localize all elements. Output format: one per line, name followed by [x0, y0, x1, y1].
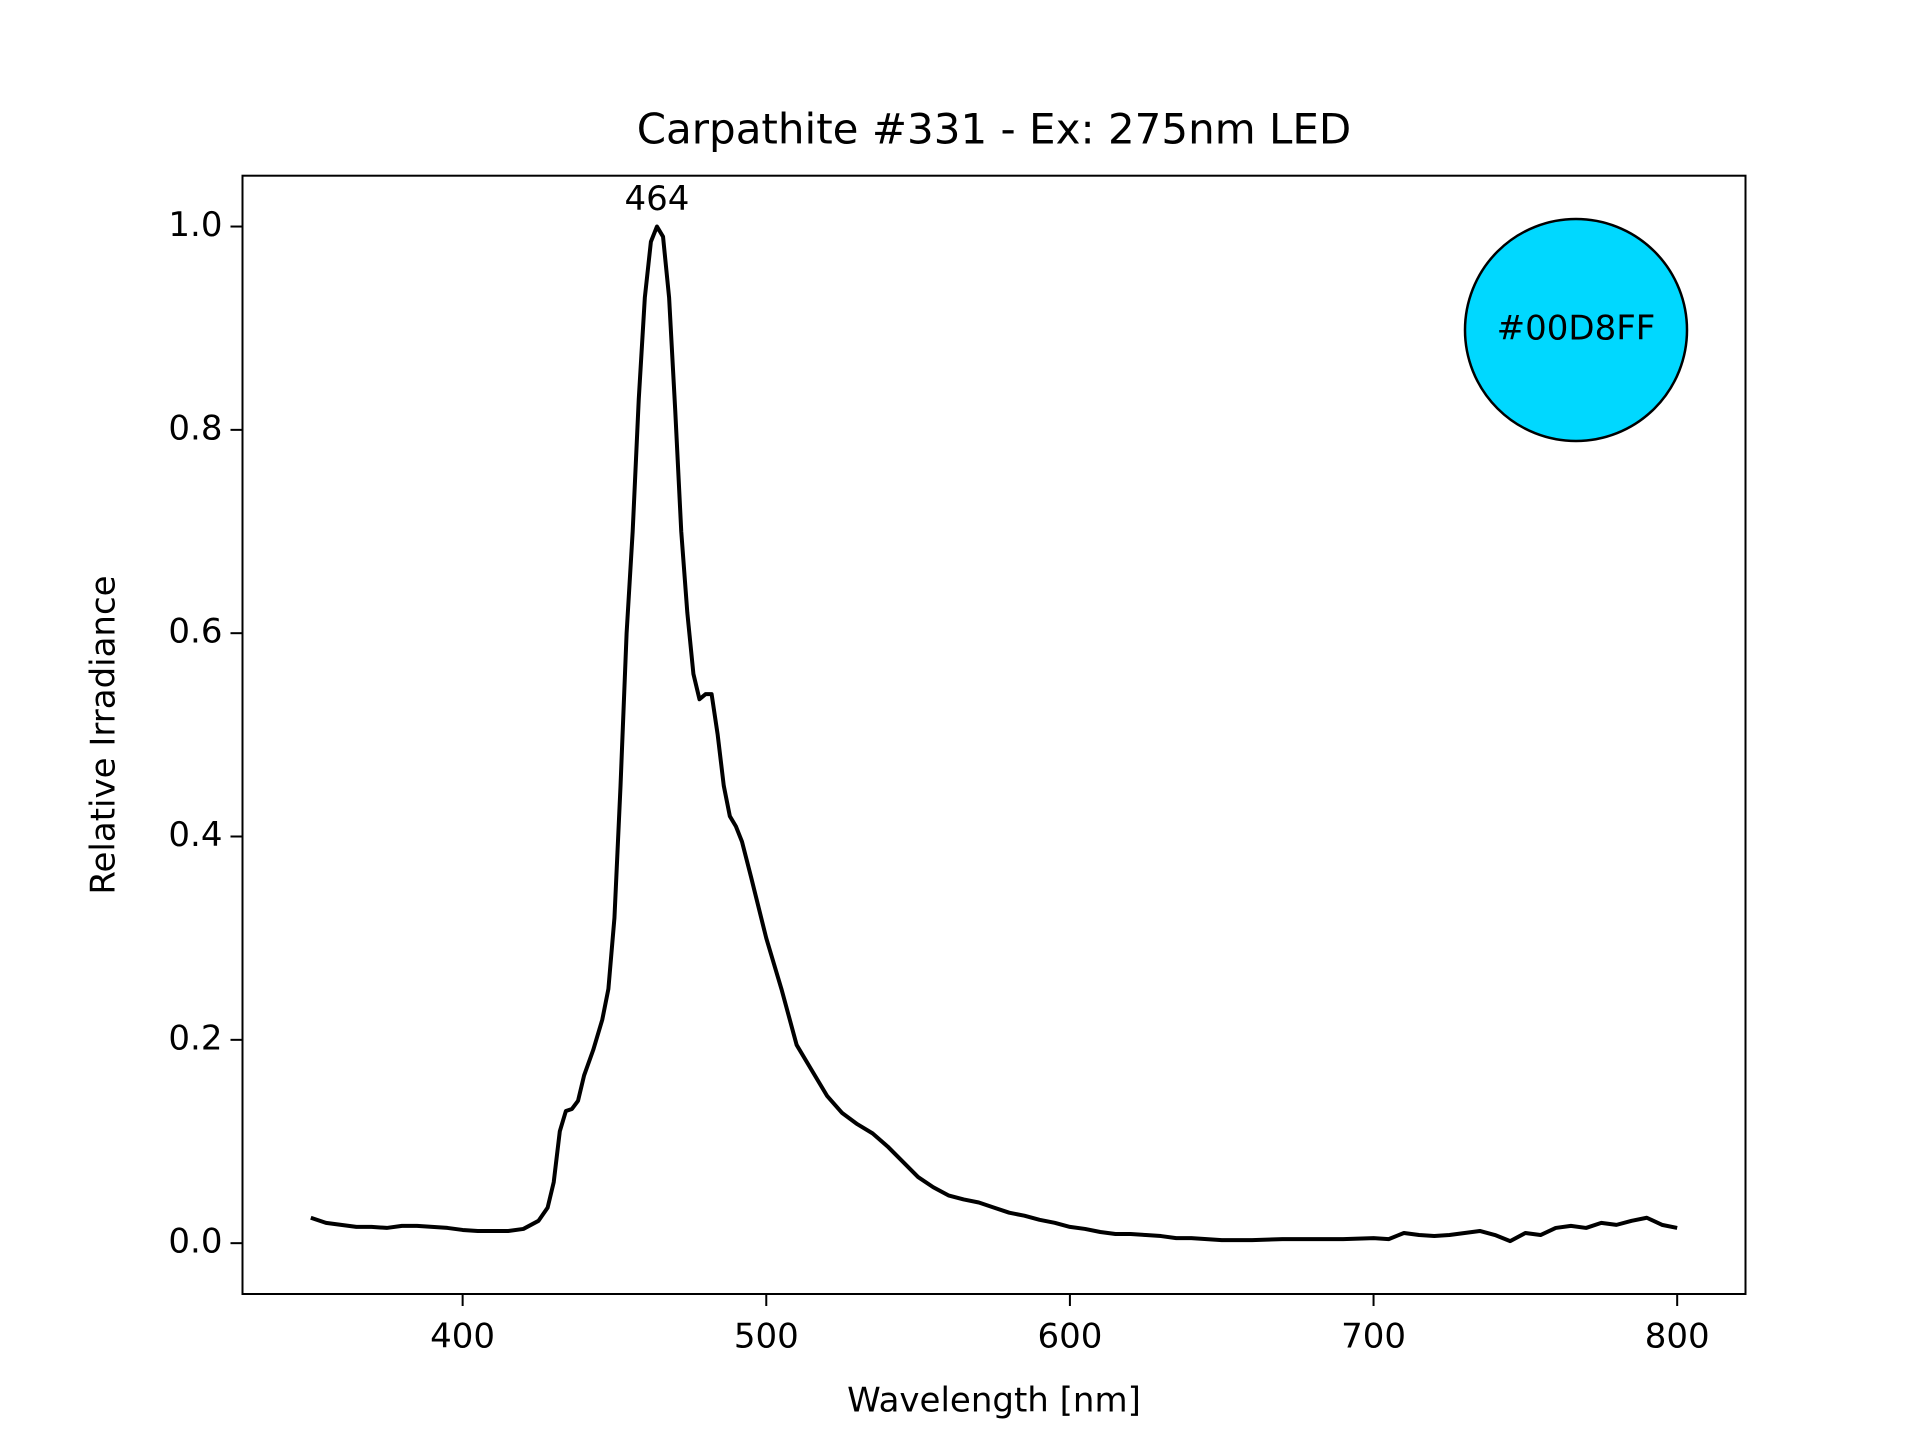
x-axis-label: Wavelength [nm]	[847, 1381, 1141, 1421]
x-tick-label: 800	[1645, 1317, 1710, 1357]
spectrum-line	[310, 224, 1678, 1244]
color-swatch-label: #00D8FF	[1497, 309, 1656, 349]
x-tick-label: 600	[1037, 1317, 1102, 1357]
y-tick-label: 0.6	[168, 612, 222, 652]
y-tick-label: 0.8	[168, 408, 222, 448]
x-tick-label: 400	[430, 1317, 495, 1357]
y-tick-label: 0.0	[168, 1222, 222, 1262]
x-tick-label: 500	[734, 1317, 799, 1357]
x-tick-label: 700	[1341, 1317, 1406, 1357]
y-tick-label: 0.4	[168, 815, 222, 855]
peak-label: 464	[625, 179, 690, 219]
plot-frame	[241, 174, 1747, 1296]
chart-title: Carpathite #331 - Ex: 275nm LED	[637, 105, 1352, 154]
y-tick-label: 1.0	[168, 205, 222, 245]
y-axis-label: Relative Irradiance	[84, 575, 124, 894]
y-tick-label: 0.2	[168, 1018, 222, 1058]
color-swatch	[1463, 217, 1689, 443]
